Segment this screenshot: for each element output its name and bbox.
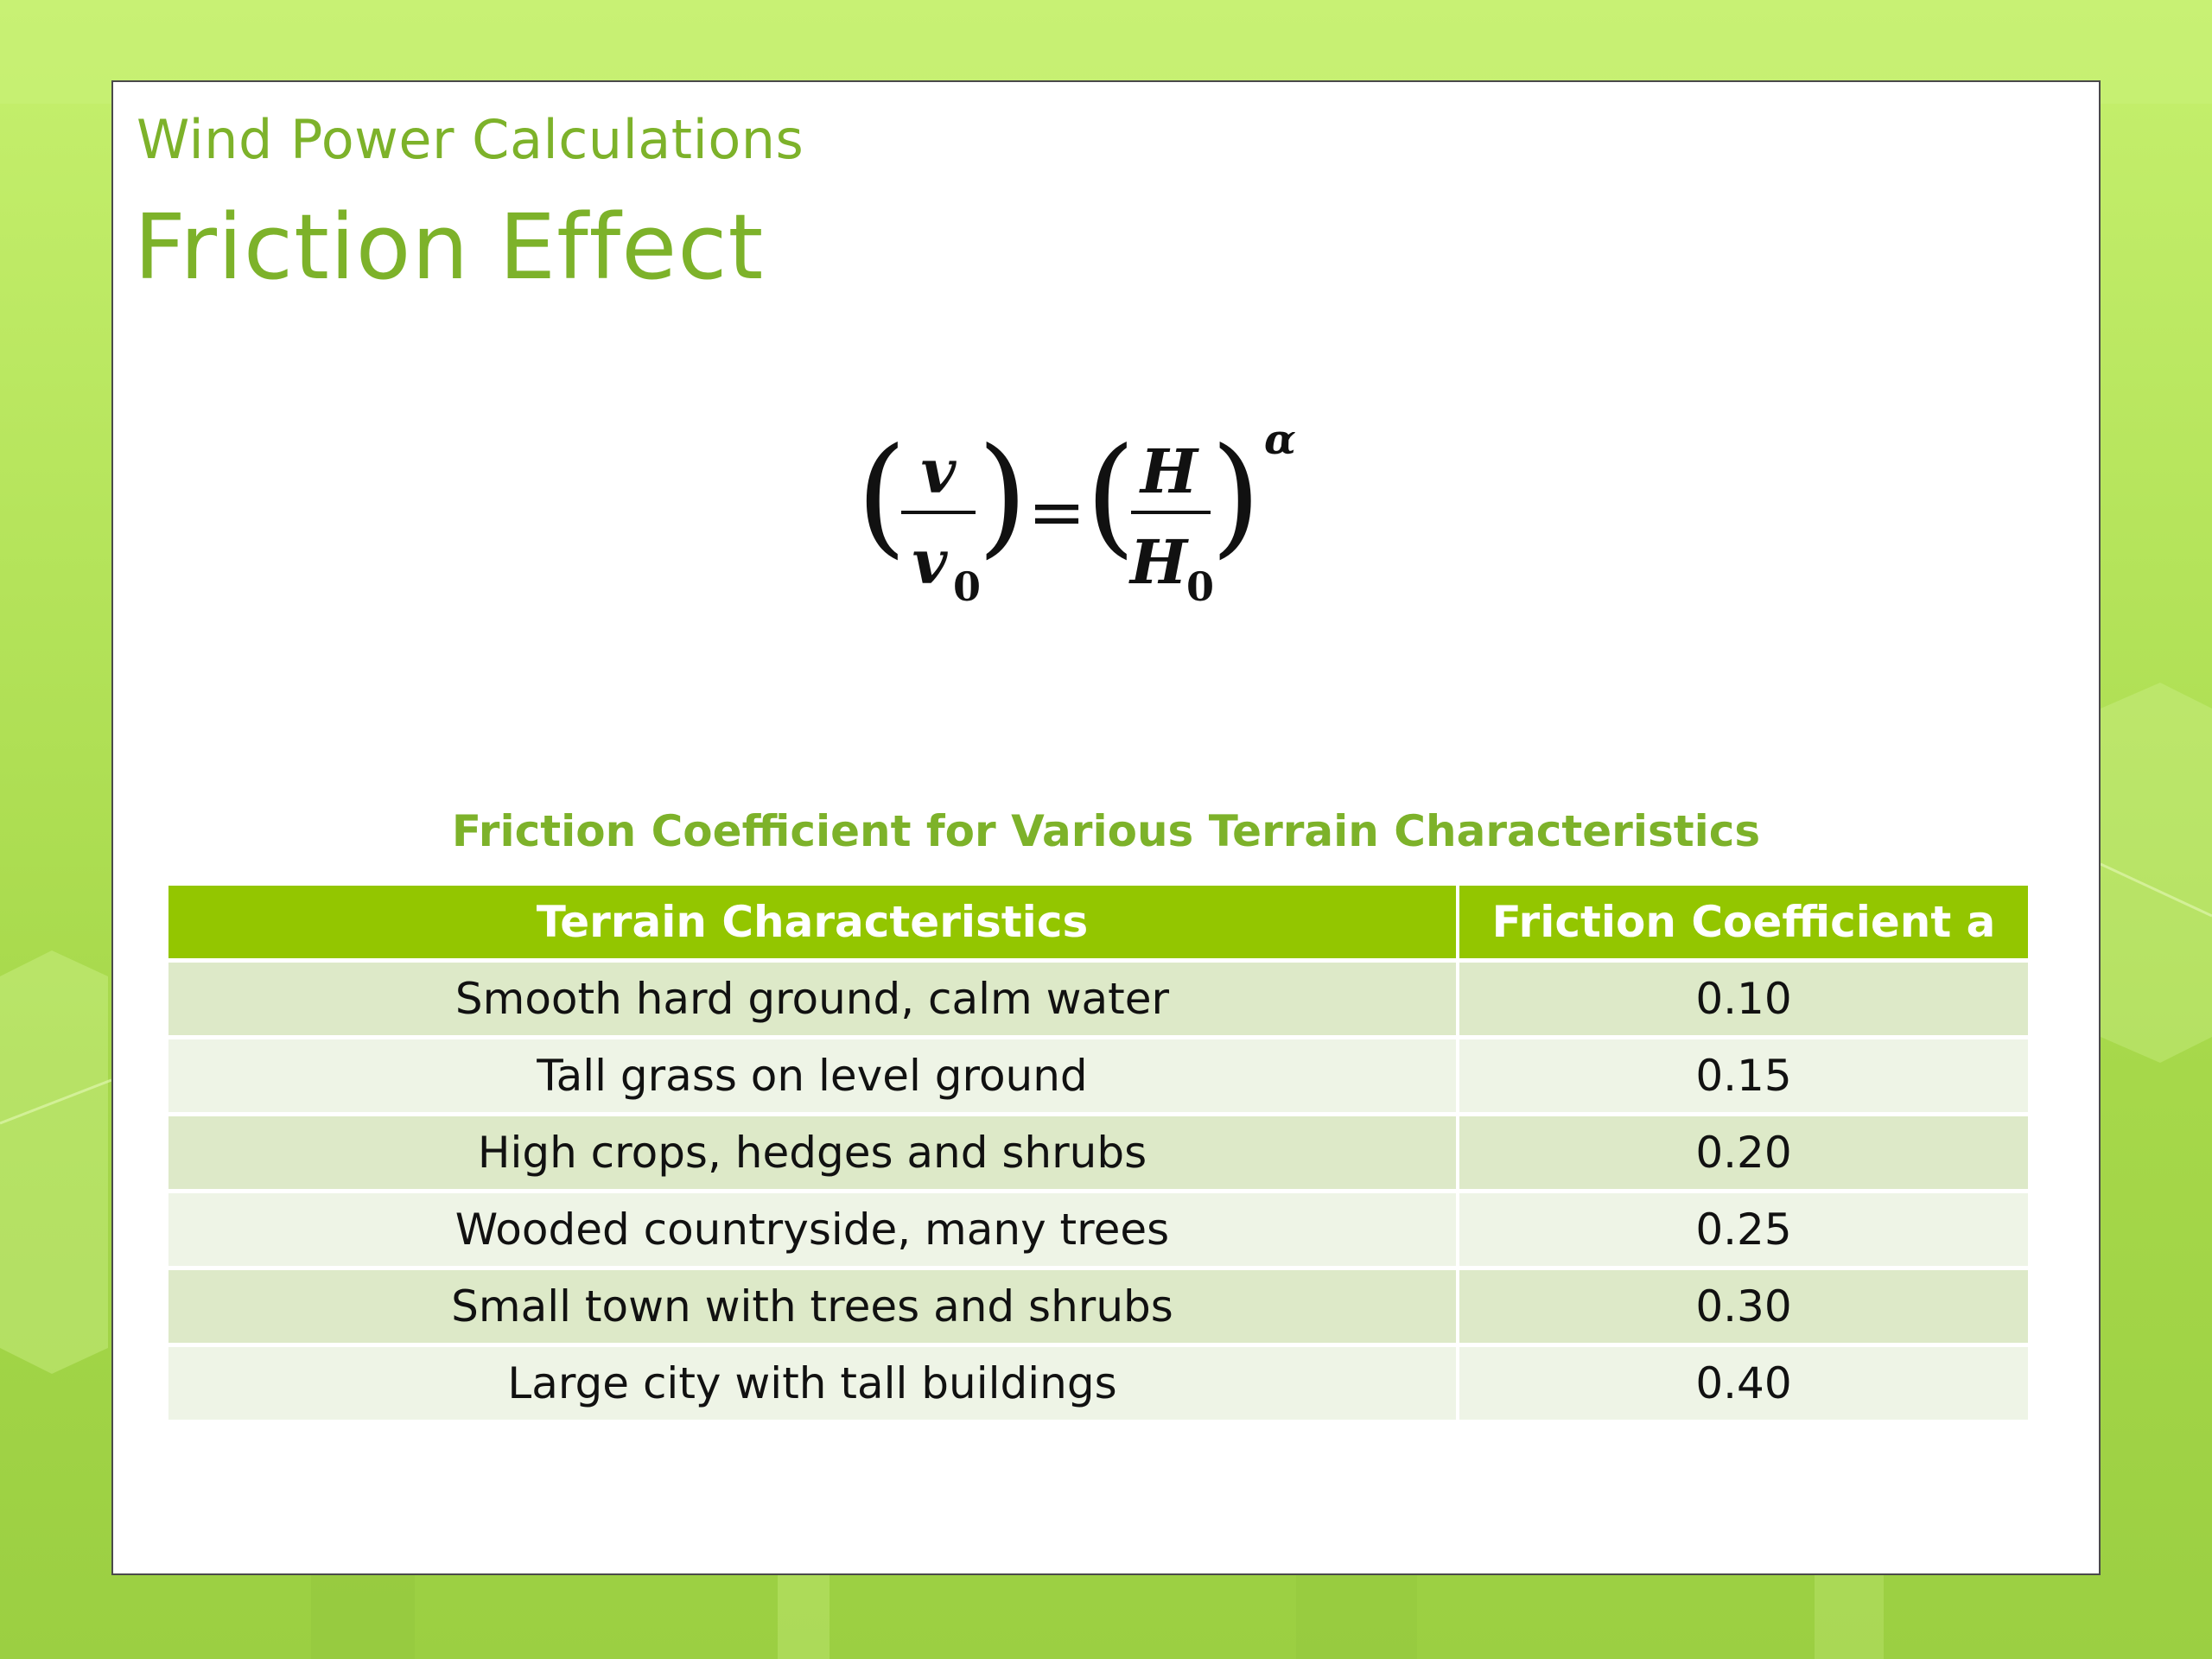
- table-row: Smooth hard ground, calm water 0.10: [168, 963, 2028, 1039]
- slide-subtitle: Wind Power Calculations: [137, 108, 804, 171]
- formula-equals: =: [1027, 472, 1085, 552]
- header-coefficient: Friction Coefficient a: [1459, 886, 2028, 963]
- table-row: Tall grass on level ground 0.15: [168, 1039, 2028, 1116]
- table-caption: Friction Coefficient for Various Terrain…: [451, 806, 1761, 856]
- formula-lhs-numerator: v: [921, 435, 957, 507]
- terrain-cell: High crops, hedges and shrubs: [168, 1116, 1459, 1193]
- table-row: Small town with trees and shrubs 0.30: [168, 1270, 2028, 1347]
- coefficient-cell: 0.20: [1459, 1116, 2028, 1193]
- table-row: Large city with tall buildings 0.40: [168, 1347, 2028, 1424]
- formula-lhs-close-paren: ): [977, 421, 1028, 571]
- formula-rhs-close-paren: ): [1211, 421, 1262, 571]
- coefficient-cell: 0.25: [1459, 1193, 2028, 1270]
- coefficient-cell: 0.10: [1459, 963, 2028, 1039]
- coefficient-cell: 0.40: [1459, 1347, 2028, 1424]
- terrain-cell: Large city with tall buildings: [168, 1347, 1459, 1424]
- formula-rhs-numerator: H: [1139, 435, 1199, 507]
- formula-lhs-open-paren: (: [856, 421, 907, 571]
- terrain-cell: Tall grass on level ground: [168, 1039, 1459, 1116]
- formula-rhs-open-paren: (: [1085, 421, 1136, 571]
- friction-coefficient-table: Terrain Characteristics Friction Coeffic…: [168, 886, 2028, 1424]
- formula-lhs-denominator: v: [912, 526, 949, 598]
- header-terrain: Terrain Characteristics: [168, 886, 1459, 963]
- terrain-cell: Small town with trees and shrubs: [168, 1270, 1459, 1347]
- slide-title: Friction Effect: [134, 194, 765, 300]
- formula-rhs-subscript: 0: [1186, 563, 1214, 610]
- table-header-row: Terrain Characteristics Friction Coeffic…: [168, 886, 2028, 963]
- coefficient-cell: 0.30: [1459, 1270, 2028, 1347]
- table-row: Wooded countryside, many trees 0.25: [168, 1193, 2028, 1270]
- formula-lhs-subscript: 0: [953, 563, 981, 610]
- friction-formula: ( v v 0 ) = ( H H 0 ) α: [856, 410, 1392, 618]
- coefficient-cell: 0.15: [1459, 1039, 2028, 1116]
- table-row: High crops, hedges and shrubs 0.20: [168, 1116, 2028, 1193]
- terrain-cell: Smooth hard ground, calm water: [168, 963, 1459, 1039]
- formula-rhs-denominator: H: [1128, 526, 1189, 598]
- formula-exponent: α: [1264, 416, 1296, 464]
- slide-content: Wind Power Calculations Friction Effect …: [111, 80, 2101, 1575]
- terrain-cell: Wooded countryside, many trees: [168, 1193, 1459, 1270]
